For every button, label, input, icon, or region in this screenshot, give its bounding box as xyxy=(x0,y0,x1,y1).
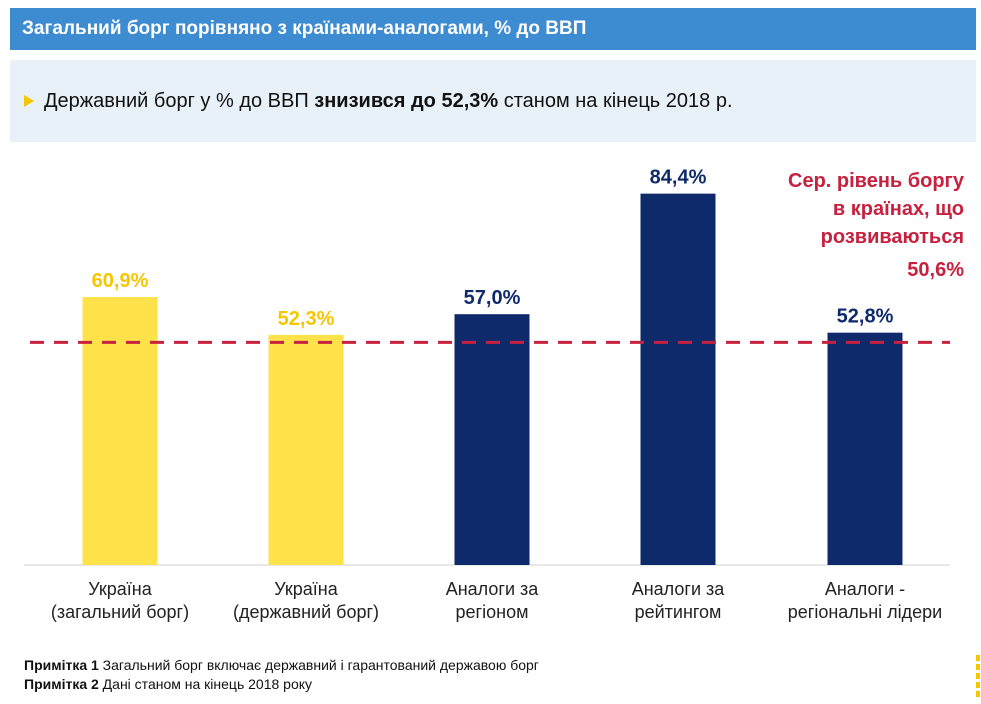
average-value-label: 50,6% xyxy=(907,259,964,281)
bar-4 xyxy=(640,193,716,565)
page-title: Загальний борг порівняно з країнами-анал… xyxy=(10,8,976,50)
value-label-5: 52,8% xyxy=(837,306,894,328)
category-label-3-line-1: Аналоги за xyxy=(446,579,540,599)
banner-text-before: Державний борг у % до ВВП xyxy=(44,89,315,112)
bar-2 xyxy=(268,334,344,565)
footnote-2-text: Дані станом на кінець 2018 року xyxy=(98,676,313,692)
average-label-line-2: в країнах, що xyxy=(833,198,964,220)
category-label-4-line-1: Аналоги за xyxy=(632,579,726,599)
footnotes: Примітка 1 Загальний борг включає держав… xyxy=(24,656,539,694)
triangle-bullet-icon xyxy=(24,95,34,107)
bar-3 xyxy=(454,314,530,565)
average-label-line-1: Сер. рівень боргу xyxy=(788,170,965,192)
category-label-2-line-1: Україна xyxy=(274,579,338,599)
category-label-4-line-2: рейтингом xyxy=(635,602,722,622)
banner-text: Державний борг у % до ВВП знизився до 52… xyxy=(44,90,733,113)
footnote-1-label: Примітка 1 xyxy=(24,657,99,673)
category-label-5-line-2: регіональні лідери xyxy=(788,602,942,622)
banner-text-after: станом на кінець 2018 р. xyxy=(498,89,733,112)
key-message-banner: Державний борг у % до ВВП знизився до 52… xyxy=(10,60,976,142)
footnote-1-text: Загальний борг включає державний і гаран… xyxy=(98,657,539,673)
value-label-4: 84,4% xyxy=(650,167,707,189)
category-label-3-line-2: регіоном xyxy=(456,602,529,622)
value-label-1: 60,9% xyxy=(92,270,149,292)
category-label-5-line-1: Аналоги - xyxy=(825,579,905,599)
decorative-corner-mark xyxy=(976,655,980,700)
bar-5 xyxy=(827,332,903,565)
debt-bar-chart: 60,9% Україна (загальний борг) 52,3% Україна… xyxy=(24,167,965,622)
banner-text-bold: знизився до 52,3% xyxy=(314,89,499,112)
value-label-3: 57,0% xyxy=(464,287,521,309)
category-label-1-line-1: Україна xyxy=(88,579,152,599)
average-label-line-3: розвиваються xyxy=(821,226,964,248)
category-label-1-line-2: (загальний борг) xyxy=(51,602,189,622)
footnote-2: Примітка 2 Дані станом на кінець 2018 ро… xyxy=(24,675,539,694)
footnote-2-label: Примітка 2 xyxy=(24,676,99,692)
bar-1 xyxy=(82,297,158,565)
category-label-2-line-2: (державний борг) xyxy=(233,602,379,622)
value-label-2: 52,3% xyxy=(278,308,335,330)
footnote-1: Примітка 1 Загальний борг включає держав… xyxy=(24,656,539,675)
